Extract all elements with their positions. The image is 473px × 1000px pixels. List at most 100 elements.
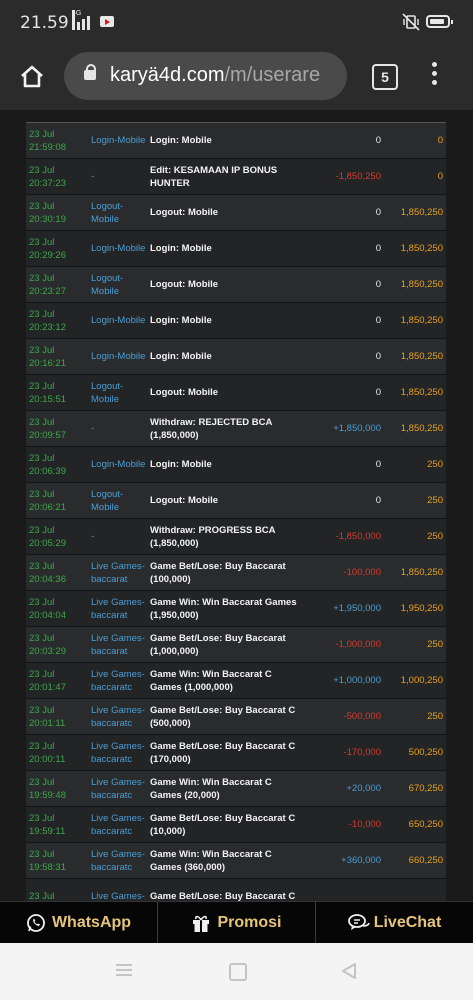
row-description: Login: Mobile: [148, 123, 307, 159]
row-description: Logout: Mobile: [148, 374, 307, 411]
row-datetime: 23 Jul 20:23:12: [26, 302, 89, 339]
row-time: 20:00:11: [29, 753, 66, 765]
row-description: Withdraw: PROGRESS BCA (1,850,000): [148, 518, 307, 555]
row-time: 20:06:21: [29, 501, 66, 513]
row-time: 20:03:29: [29, 645, 66, 657]
table-row: 23 Jul 20:06:39 Login-Mobile Login: Mobile 0…: [26, 446, 446, 483]
table-row: 23 Jul 20:05:29- Withdraw: PROGRESS BCA (1…: [26, 518, 446, 555]
row-time: 21:59:08: [29, 141, 66, 153]
row-datetime: 23 Jul 20:15:51: [26, 374, 89, 411]
row-date: 23 Jul: [29, 272, 55, 284]
row-amount: -500,000: [307, 698, 383, 735]
home-icon[interactable]: [18, 62, 46, 90]
row-date: 23 Jul: [29, 128, 55, 140]
row-balance: [383, 878, 446, 902]
row-time: 19:59:11: [29, 825, 66, 837]
status-time: 21.59: [20, 13, 69, 33]
more-options-icon[interactable]: [432, 62, 438, 90]
row-time: 20:15:51: [29, 393, 66, 405]
livechat-button[interactable]: LiveChat: [316, 902, 473, 944]
table-top-border: [26, 122, 446, 123]
table-row: 23 Jul 20:04:04 Live Games-baccarat Game Wi…: [26, 590, 446, 627]
row-type: Login-Mobile: [89, 230, 148, 267]
table-row: 23 Jul 20:09:57- Withdraw: REJECTED BCA (1…: [26, 410, 446, 447]
row-description: Edit: KESAMAAN IP BONUS HUNTER: [148, 158, 307, 195]
row-date: 23 Jul: [29, 560, 55, 572]
row-datetime: 23 Jul 20:01:11: [26, 698, 89, 735]
table-row: 23 Jul 20:37:23- Edit: KESAMAAN IP BONUS H…: [26, 158, 446, 195]
table-row: 23 Jul 20:04:36 Live Games-baccarat Game Be…: [26, 554, 446, 591]
row-amount: -170,000: [307, 734, 383, 771]
nav-divider: [157, 902, 158, 944]
row-description: Login: Mobile: [148, 302, 307, 339]
row-datetime: 23 Jul: [26, 878, 89, 902]
row-description: Logout: Mobile: [148, 194, 307, 231]
row-time: 20:30:19: [29, 213, 66, 225]
row-type: Live Games-: [89, 878, 148, 902]
row-description: Login: Mobile: [148, 446, 307, 483]
row-balance: 650,250: [383, 806, 446, 843]
row-time: 20:04:36: [29, 573, 66, 585]
row-date: 23 Jul: [29, 308, 55, 320]
row-description: Game Win: Win Baccarat C Games (360,000): [148, 842, 307, 879]
tab-count-button[interactable]: 5: [372, 64, 398, 90]
system-home-icon[interactable]: [229, 963, 247, 981]
row-time: 19:58:31: [29, 861, 66, 873]
row-description: Game Win: Win Baccarat C Games (20,000): [148, 770, 307, 807]
table-row: 23 Jul 20:03:29 Live Games-baccarat Game Be…: [26, 626, 446, 663]
table-row: 23 Jul 20:30:19 Logout-Mobile Logout: Mobil…: [26, 194, 446, 231]
table-row: 23 Jul Live Games- Game Bet/Lose: Buy Bacc…: [26, 878, 446, 902]
row-balance: 1,850,250: [383, 194, 446, 231]
row-date: 23 Jul: [29, 200, 55, 212]
row-amount: -1,000,000: [307, 626, 383, 663]
transaction-log: 23 Jul 21:59:08 Login-Mobile Login: Mobile 0…: [0, 110, 473, 902]
row-balance: 1,850,250: [383, 230, 446, 267]
recent-apps-icon[interactable]: [116, 964, 132, 977]
row-time: 20:01:47: [29, 681, 66, 693]
row-balance: 1,850,250: [383, 554, 446, 591]
row-time: 20:37:23: [29, 177, 66, 189]
promosi-label: Promosi: [217, 914, 282, 931]
row-amount: 0: [307, 446, 383, 483]
row-time: 20:23:27: [29, 285, 66, 297]
promosi-button[interactable]: Promosi: [158, 902, 315, 944]
row-datetime: 23 Jul 20:03:29: [26, 626, 89, 663]
back-icon[interactable]: [340, 962, 358, 985]
row-type: Logout-Mobile: [89, 374, 148, 411]
row-amount: +1,000,000: [307, 662, 383, 699]
gift-icon: [191, 913, 211, 933]
table-row: 23 Jul 20:01:11 Live Games-baccaratc Game B…: [26, 698, 446, 735]
row-type: Live Games-baccaratc: [89, 734, 148, 771]
url-path: /m/userare: [224, 64, 321, 86]
row-datetime: 23 Jul 20:04:36: [26, 554, 89, 591]
row-amount: +20,000: [307, 770, 383, 807]
whatsapp-button[interactable]: WhatsApp: [0, 902, 157, 944]
row-amount: 0: [307, 482, 383, 519]
row-amount: +360,000: [307, 842, 383, 879]
row-date: 23 Jul: [29, 452, 55, 464]
table-row: 23 Jul 20:06:21 Logout-Mobile Logout: Mobil…: [26, 482, 446, 519]
address-bar[interactable]: karyä4d.com/m/userare: [64, 52, 347, 100]
network-label: 4G: [72, 10, 81, 30]
row-datetime: 23 Jul 20:06:39: [26, 446, 89, 483]
table-row: 23 Jul 19:58:31 Live Games-baccaratc Game W…: [26, 842, 446, 879]
row-balance: 250: [383, 482, 446, 519]
row-time: 20:16:21: [29, 357, 66, 369]
table-row: 23 Jul 20:29:26 Login-Mobile Login: Mobile 0…: [26, 230, 446, 267]
row-amount: -10,000: [307, 806, 383, 843]
row-date: 23 Jul: [29, 848, 55, 860]
row-date: 23 Jul: [29, 776, 55, 788]
row-type: Live Games-baccarat: [89, 554, 148, 591]
table-row: 23 Jul 19:59:11 Live Games-baccaratc Game B…: [26, 806, 446, 843]
row-balance: 660,250: [383, 842, 446, 879]
row-date: 23 Jul: [29, 488, 55, 500]
row-type: -: [89, 410, 148, 447]
row-date: 23 Jul: [29, 632, 55, 644]
row-balance: 500,250: [383, 734, 446, 771]
row-datetime: 23 Jul 19:59:11: [26, 806, 89, 843]
row-type: -: [89, 158, 148, 195]
table-row: 23 Jul 19:59:48 Live Games-baccaratc Game W…: [26, 770, 446, 807]
row-datetime: 23 Jul 20:30:19: [26, 194, 89, 231]
row-balance: 0: [383, 123, 446, 159]
youtube-notification-icon: [100, 16, 114, 27]
